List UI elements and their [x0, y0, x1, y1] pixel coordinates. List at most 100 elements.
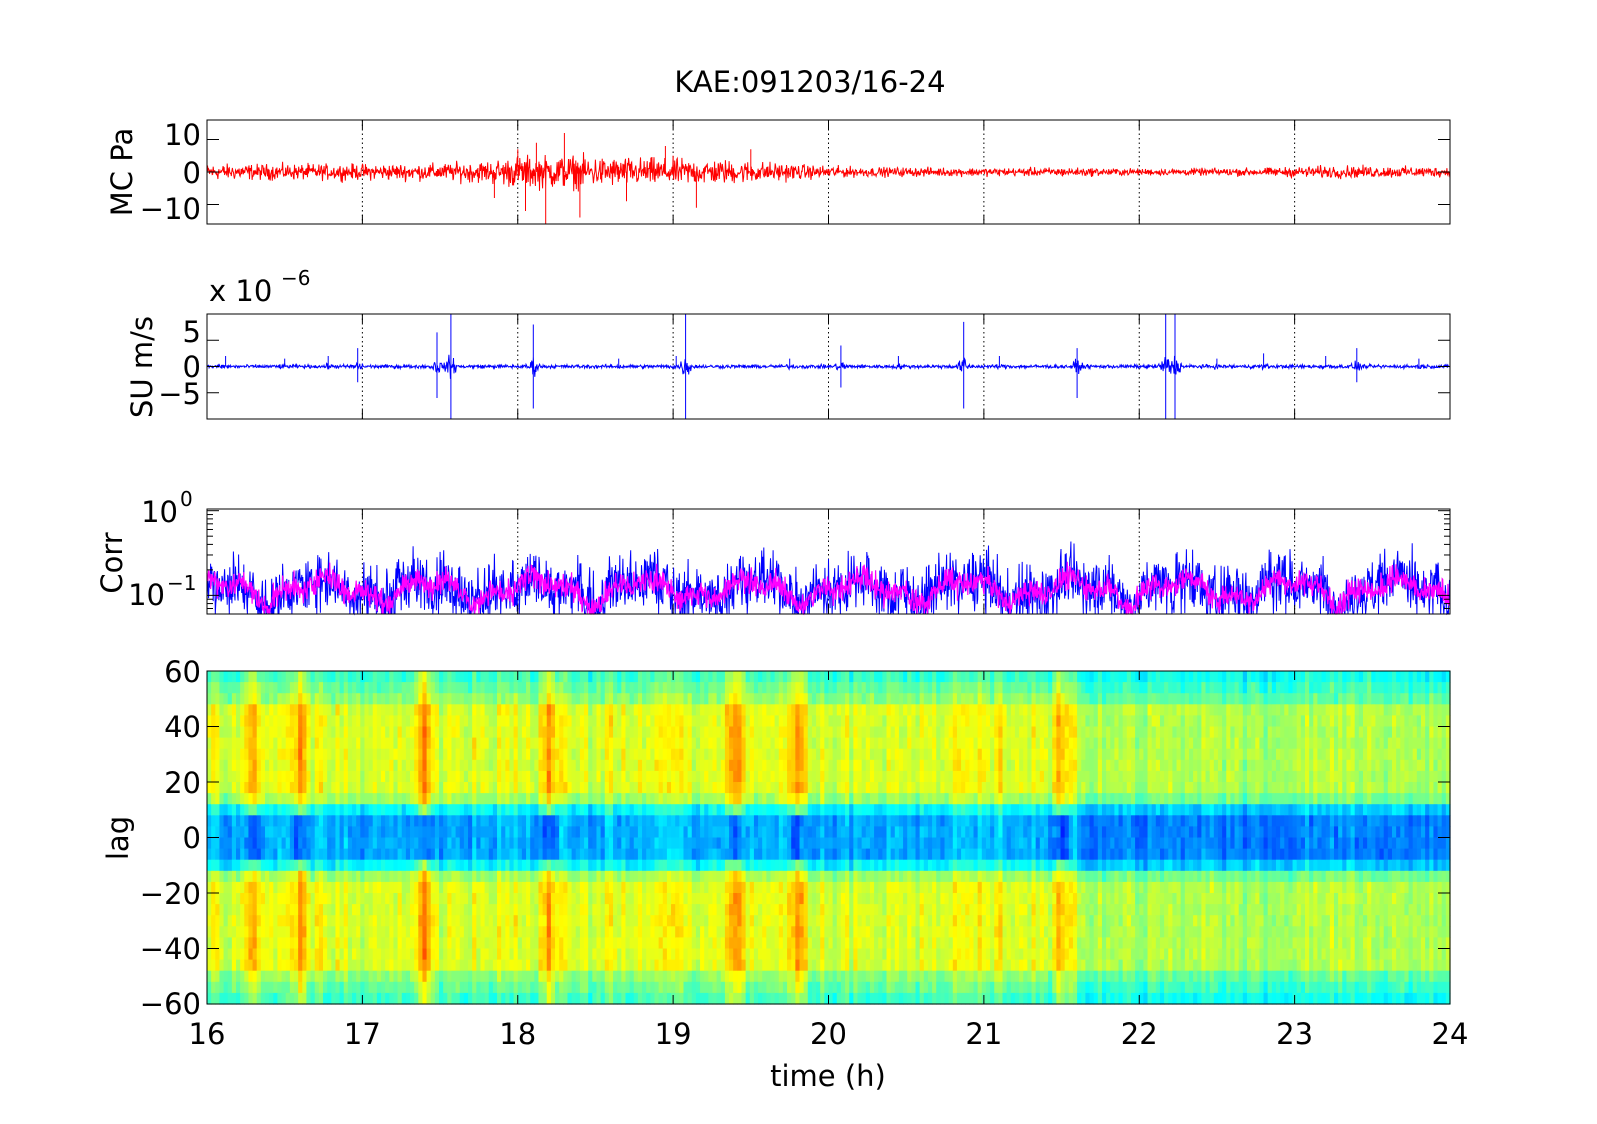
heatmap-cell — [480, 682, 486, 694]
heatmap-cell — [642, 826, 647, 839]
heatmap-cell — [455, 981, 461, 994]
heatmap-cell — [405, 726, 411, 739]
heatmap-cell — [393, 992, 399, 1005]
heatmap-cell — [335, 748, 341, 761]
heatmap-cell — [360, 970, 366, 983]
heatmap-cell — [256, 804, 262, 816]
heatmap-cell — [517, 737, 523, 750]
heatmap-cell — [463, 992, 469, 1005]
heatmap-cell — [791, 671, 796, 683]
heatmap-cell — [405, 948, 411, 961]
heatmap-cell — [741, 893, 747, 905]
heatmap-cell — [840, 770, 846, 783]
heatmap-cell — [679, 782, 685, 794]
heatmap-cell — [828, 870, 834, 883]
heatmap-cell — [542, 959, 548, 972]
heatmap-cell — [666, 981, 672, 994]
heatmap-cell — [497, 870, 502, 883]
heatmap-cell — [737, 870, 743, 883]
heatmap-cell — [285, 959, 291, 972]
heatmap-cell — [567, 782, 573, 794]
heatmap-cell — [488, 926, 494, 938]
heatmap-cell — [749, 826, 755, 839]
heatmap-cell — [269, 782, 274, 794]
heatmap-cell — [849, 948, 854, 961]
correlation-ylabel: Corr — [95, 532, 129, 593]
heatmap-cell — [410, 671, 415, 683]
heatmap-cell — [546, 815, 552, 827]
heatmap-cell — [708, 881, 714, 894]
heatmap-cell — [778, 804, 784, 816]
heatmap-cell — [550, 992, 556, 1005]
heatmap-cell — [588, 848, 593, 861]
heatmap-cell — [434, 671, 440, 683]
heatmap-cell — [492, 770, 498, 783]
heatmap-cell — [360, 870, 366, 883]
heatmap-cell — [550, 826, 556, 839]
heatmap-cell — [256, 704, 262, 716]
heatmap-cell — [592, 671, 598, 683]
heatmap-cell — [724, 937, 730, 950]
heatmap-cell — [327, 926, 332, 938]
heatmap-cell — [439, 970, 444, 983]
heatmap-cell — [613, 959, 618, 972]
heatmap-cell — [832, 848, 838, 861]
heatmap-cell — [260, 726, 266, 739]
heatmap-cell — [517, 815, 523, 827]
heatmap-cell — [600, 815, 606, 827]
heatmap-cell — [733, 870, 738, 883]
heatmap-cell — [459, 759, 465, 772]
heatmap-cell — [749, 737, 755, 750]
heatmap-cell — [716, 726, 722, 739]
heatmap-cell — [389, 959, 395, 972]
heatmap-cell — [724, 682, 730, 694]
heatmap-cell — [720, 671, 726, 683]
heatmap-cell — [497, 970, 502, 983]
heatmap-cell — [811, 770, 817, 783]
heatmap-cell — [538, 837, 544, 850]
heatmap-cell — [505, 848, 511, 861]
heatmap-cell — [571, 915, 577, 927]
heatmap-cell — [414, 793, 419, 805]
heatmap-cell — [360, 981, 366, 994]
heatmap-cell — [737, 893, 743, 905]
heatmap-cell — [273, 726, 279, 739]
heatmap-cell — [787, 904, 792, 916]
heatmap-cell — [816, 937, 821, 950]
heatmap-cell — [592, 715, 598, 728]
heatmap-cell — [716, 959, 722, 972]
heatmap-cell — [298, 904, 303, 916]
heatmap-cell — [314, 782, 320, 794]
heatmap-cell — [327, 748, 332, 761]
heatmap-cell — [840, 893, 846, 905]
pressure-ytick-label: −10 — [140, 192, 201, 226]
heatmap-cell — [339, 937, 345, 950]
heatmap-cell — [497, 859, 502, 872]
heatmap-cell — [708, 682, 714, 694]
heatmap-cell — [700, 904, 705, 916]
heatmap-cell — [563, 848, 569, 861]
heatmap-cell — [555, 926, 560, 938]
heatmap-cell — [799, 682, 805, 694]
heatmap-cell — [778, 793, 784, 805]
heatmap-cell — [687, 981, 693, 994]
heatmap-cell — [484, 671, 490, 683]
heatmap-cell — [426, 981, 432, 994]
heatmap-cell — [629, 948, 635, 961]
heatmap-cell — [584, 915, 589, 927]
heatmap-cell — [762, 848, 767, 861]
heatmap-cell — [294, 671, 299, 683]
heatmap-cell — [824, 881, 830, 894]
heatmap-cell — [256, 881, 262, 894]
heatmap-cell — [211, 804, 216, 816]
heatmap-cell — [302, 804, 308, 816]
heatmap-cell — [795, 793, 801, 805]
heatmap-cell — [724, 904, 730, 916]
heatmap-cell — [256, 992, 262, 1005]
heatmap-cell — [240, 804, 245, 816]
heatmap-cell — [356, 815, 361, 827]
heatmap-cell — [708, 848, 714, 861]
heatmap-cell — [749, 915, 755, 927]
heatmap-cell — [795, 937, 801, 950]
heatmap-cell — [480, 782, 486, 794]
